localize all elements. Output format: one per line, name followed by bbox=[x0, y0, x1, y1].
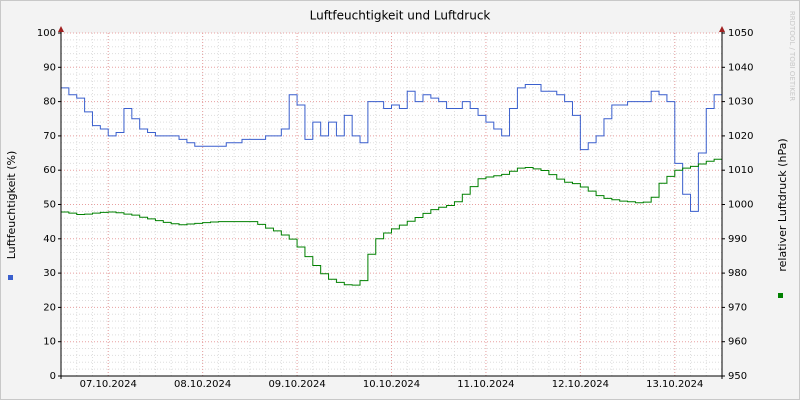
y2-tick-label: 1050 bbox=[728, 28, 753, 39]
y-tick-label: 60 bbox=[43, 165, 56, 176]
legend-swatch bbox=[8, 275, 13, 280]
y-tick-label: 70 bbox=[43, 131, 56, 142]
y-tick-label: 40 bbox=[43, 234, 56, 245]
x-tick-label: 08.10.2024 bbox=[174, 379, 231, 390]
x-tick-label: 09.10.2024 bbox=[268, 379, 325, 390]
y-tick-label: 80 bbox=[43, 97, 56, 108]
y2-tick-label: 950 bbox=[728, 371, 747, 382]
series-line bbox=[61, 157, 723, 286]
y-tick-label: 0 bbox=[50, 371, 56, 382]
y-tick-label: 10 bbox=[43, 337, 56, 348]
y2-tick-label: 1020 bbox=[728, 131, 753, 142]
y2-tick-label: 1010 bbox=[728, 165, 753, 176]
axis-arrow bbox=[719, 26, 725, 32]
y2-tick-label: 970 bbox=[728, 302, 747, 313]
x-tick-label: 07.10.2024 bbox=[80, 379, 137, 390]
axis-arrow bbox=[58, 26, 64, 32]
y-tick-label: 30 bbox=[43, 268, 56, 279]
y-tick-label: 50 bbox=[43, 200, 56, 211]
y2-tick-label: 960 bbox=[728, 337, 747, 348]
y-tick-label: 90 bbox=[43, 62, 56, 73]
y2-tick-label: 990 bbox=[728, 234, 747, 245]
x-tick-label: 12.10.2024 bbox=[552, 379, 609, 390]
y2-tick-label: 980 bbox=[728, 268, 747, 279]
y-axis-label: Luftfeuchtigkeit (%) bbox=[5, 151, 18, 260]
x-tick-label: 13.10.2024 bbox=[646, 379, 703, 390]
lines bbox=[61, 83, 723, 286]
y-tick-label: 100 bbox=[37, 28, 56, 39]
watermark: RRDTOOL / TOBI OETIKER bbox=[788, 11, 796, 101]
legend-swatch bbox=[778, 293, 783, 298]
series-line bbox=[61, 83, 723, 212]
y2-tick-label: 1030 bbox=[728, 97, 753, 108]
y-tick-label: 20 bbox=[43, 302, 56, 313]
chart-title: Luftfeuchtigkeit und Luftdruck bbox=[310, 9, 491, 23]
y2-axis-label: relativer Luftdruck (hPa) bbox=[776, 138, 789, 271]
x-tick-label: 11.10.2024 bbox=[457, 379, 514, 390]
y2-tick-label: 1000 bbox=[728, 200, 753, 211]
y2-tick-label: 1040 bbox=[728, 62, 753, 73]
x-tick-label: 10.10.2024 bbox=[363, 379, 420, 390]
